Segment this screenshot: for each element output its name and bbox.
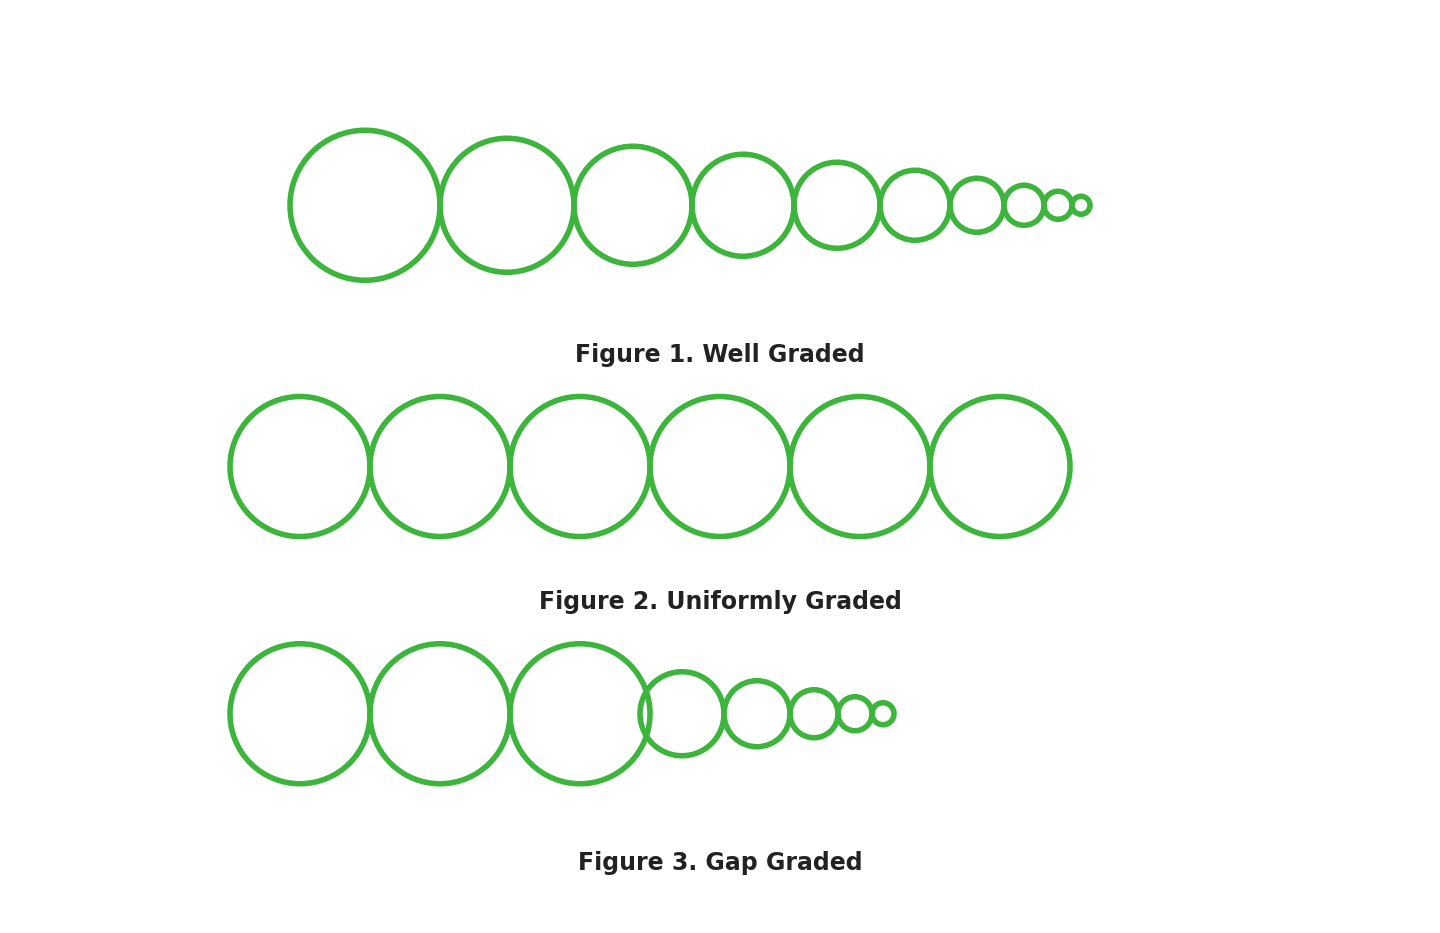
Text: Figure 3. Gap Graded: Figure 3. Gap Graded [577,851,863,875]
Text: Figure 2. Uniformly Graded: Figure 2. Uniformly Graded [539,590,901,614]
Text: Figure 1. Well Graded: Figure 1. Well Graded [575,342,865,367]
